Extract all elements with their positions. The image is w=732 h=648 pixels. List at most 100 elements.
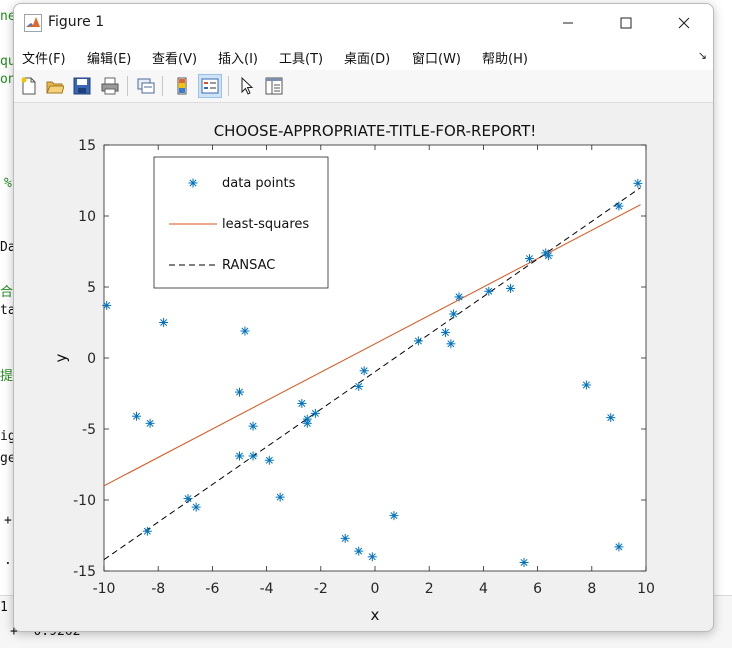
- legend-box: [153, 156, 329, 289]
- property-editor-button[interactable]: [262, 74, 286, 98]
- dock-arrow-icon[interactable]: ↘: [697, 49, 707, 62]
- maximize-icon: [620, 17, 632, 29]
- editor-line: ne: [0, 9, 16, 24]
- menu-window[interactable]: 窗口(W): [412, 52, 461, 67]
- data-point: [389, 511, 399, 521]
- data-point: [159, 318, 169, 327]
- data-point: [413, 336, 423, 346]
- close-button[interactable]: [655, 4, 713, 42]
- property-editor-icon: [265, 77, 283, 95]
- menu-view[interactable]: 查看(V): [152, 52, 198, 67]
- chart-title: CHOOSE-APPROPRIATE-TITLE-FOR-REPORT!: [214, 122, 537, 140]
- menu-help[interactable]: 帮助(H): [482, 52, 528, 67]
- link-plot-button[interactable]: [134, 74, 158, 98]
- data-point: [142, 526, 152, 536]
- data-point: [264, 455, 274, 465]
- legend-star-marker: [188, 178, 198, 188]
- link-plot-icon: [137, 78, 155, 94]
- new-figure-button[interactable]: [17, 74, 41, 98]
- data-point: [310, 408, 320, 418]
- toolbar-separator: [127, 76, 128, 96]
- editor-line: .: [4, 553, 12, 568]
- data-point: [275, 492, 285, 502]
- legend-marker-data-points: [188, 178, 198, 188]
- x-tick-label: 6: [533, 581, 542, 597]
- x-axis-label: x: [371, 606, 380, 624]
- data-point: [614, 201, 624, 211]
- data-point: [297, 398, 307, 408]
- menu-desktop[interactable]: 桌面(D): [344, 52, 391, 67]
- y-tick-label: 15: [78, 138, 96, 154]
- menu-tools[interactable]: 工具(T): [279, 52, 324, 67]
- edit-plot-button[interactable]: [235, 74, 259, 98]
- insert-legend-button[interactable]: [198, 74, 222, 98]
- data-point: [102, 300, 112, 310]
- editor-line: 提: [0, 369, 14, 384]
- close-icon: [678, 17, 690, 29]
- new-file-icon: [21, 77, 36, 95]
- toolbar: [14, 70, 713, 103]
- fit-lines: [103, 187, 641, 561]
- open-folder-icon: [46, 81, 64, 94]
- x-tick-label: -8: [151, 581, 165, 597]
- editor-line: +: [4, 513, 12, 528]
- maximize-button[interactable]: [597, 4, 655, 42]
- editor-line: Da: [0, 240, 16, 255]
- editor-line: ta: [0, 303, 16, 318]
- legend-icon: [201, 78, 219, 94]
- data-point: [440, 327, 450, 337]
- figure-window: Figure 1 文件(F) 编辑(E) 查看(V) 插入(I) 工具(T) 桌…: [13, 3, 714, 632]
- x-tick-label: -2: [314, 581, 328, 597]
- save-button[interactable]: [70, 74, 94, 98]
- editor-line: 合: [0, 285, 14, 300]
- legend-label-data-points: data points: [222, 176, 296, 191]
- data-point: [543, 251, 553, 261]
- open-file-button[interactable]: [43, 74, 67, 98]
- data-points: [102, 178, 643, 567]
- y-tick-label: 0: [87, 351, 96, 367]
- x-tick-label: 4: [479, 581, 488, 597]
- data-point: [340, 533, 350, 543]
- x-tick-label: -6: [205, 581, 219, 597]
- y-tick-label: -15: [73, 564, 96, 580]
- x-tick-label: 10: [637, 581, 655, 597]
- line-ransac: [103, 187, 641, 561]
- title-bar[interactable]: Figure 1: [14, 4, 713, 42]
- data-point: [606, 413, 616, 423]
- x-tick-label: -4: [260, 581, 274, 597]
- data-point: [449, 309, 459, 319]
- x-tick-label: 2: [425, 581, 434, 597]
- data-point: [354, 546, 364, 556]
- editor-line: ig: [0, 429, 16, 444]
- data-point: [359, 366, 369, 376]
- toolbar-separator: [162, 76, 163, 96]
- data-point: [484, 286, 494, 296]
- x-tick-label: 8: [587, 581, 596, 597]
- print-icon: [101, 77, 119, 95]
- x-axis-ticks: -10 -8 -6 -4 -2 0 2 4 6 8 10: [93, 145, 655, 597]
- insert-colorbar-button[interactable]: [170, 74, 194, 98]
- data-point: [132, 411, 142, 421]
- y-tick-label: 5: [87, 280, 96, 296]
- data-point: [240, 326, 250, 336]
- data-point: [235, 387, 244, 397]
- menu-file[interactable]: 文件(F): [22, 52, 66, 67]
- legend-label-ransac: RANSAC: [222, 258, 275, 273]
- menu-edit[interactable]: 编辑(E): [87, 52, 132, 67]
- data-point: [614, 542, 624, 552]
- y-tick-label: -10: [73, 493, 96, 509]
- data-point: [367, 552, 377, 562]
- data-point: [519, 557, 529, 567]
- editor-line: on: [0, 72, 16, 87]
- menu-insert[interactable]: 插入(I): [218, 52, 258, 67]
- toolbar-separator: [228, 76, 229, 96]
- print-button[interactable]: [98, 74, 122, 98]
- legend-label-least-squares: least-squares: [222, 217, 309, 232]
- y-tick-label: -5: [82, 422, 96, 438]
- data-point: [354, 381, 364, 391]
- y-tick-label: 10: [78, 209, 96, 225]
- data-point: [145, 418, 155, 428]
- data-point: [633, 178, 643, 188]
- minimize-button[interactable]: [539, 4, 597, 42]
- legend[interactable]: data points least-squares RANSAC: [153, 156, 329, 289]
